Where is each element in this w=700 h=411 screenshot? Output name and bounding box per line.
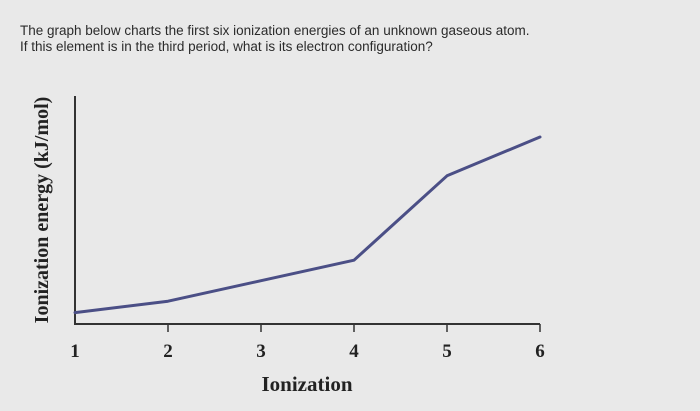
x-tick-labels: 1 2 3 4 5 6 <box>70 341 545 362</box>
question-line-2: If this element is in the third period, … <box>20 39 433 54</box>
x-tick-label: 1 <box>70 341 80 362</box>
y-axis-label: Ionization energy (kJ/mol) <box>31 97 53 324</box>
x-axis-label: Ionization <box>261 372 352 396</box>
question-text: The graph below charts the first six ion… <box>20 23 680 55</box>
x-ticks <box>167 324 541 332</box>
question-line-1: The graph below charts the first six ion… <box>20 23 530 38</box>
x-tick-label: 5 <box>442 341 452 362</box>
x-tick-label: 4 <box>349 341 359 362</box>
x-tick-label: 6 <box>535 341 545 362</box>
series-line <box>73 135 542 315</box>
x-tick-label: 3 <box>256 341 266 362</box>
x-tick-label: 2 <box>163 341 173 362</box>
